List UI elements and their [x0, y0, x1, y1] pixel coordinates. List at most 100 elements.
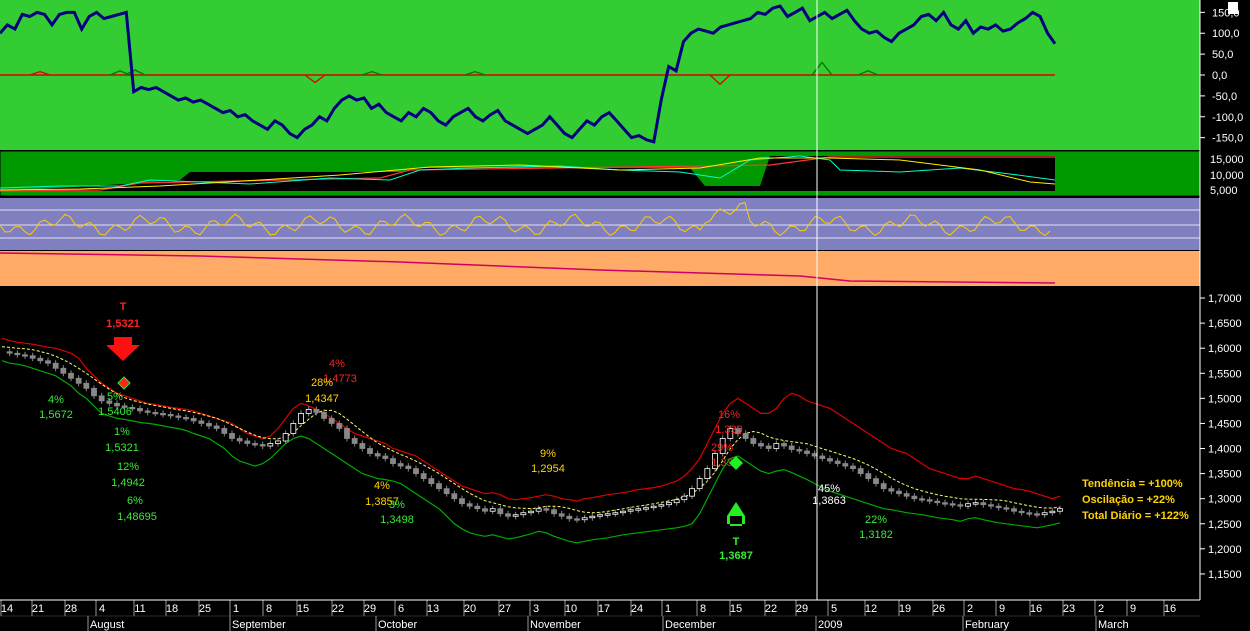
candle-body	[512, 514, 519, 517]
candle-body	[98, 395, 105, 402]
candle-body	[796, 449, 803, 452]
price-annotation: T	[733, 536, 740, 548]
candle-body	[673, 499, 680, 504]
price-y-tick: 1,5000	[1208, 393, 1242, 405]
price-annotation: 3%	[389, 499, 405, 511]
candle-body	[911, 495, 918, 500]
candle-body	[604, 513, 611, 516]
price-annotation: 1,4347	[305, 393, 339, 405]
x-day-tick: 1	[233, 603, 239, 615]
candle-body	[482, 508, 488, 512]
candle-body	[689, 488, 695, 497]
price-annotation: 1,4942	[111, 477, 145, 489]
candle-body	[367, 448, 373, 454]
candle-body	[995, 505, 1002, 509]
candle-body	[857, 468, 864, 474]
price-annotation: 12%	[117, 461, 139, 473]
candle-body	[957, 504, 964, 507]
x-day-tick: 24	[631, 603, 643, 615]
scroll-box	[1228, 2, 1238, 14]
price-annotation: 1,3498	[380, 514, 414, 526]
price-y-tick: 1,4500	[1208, 418, 1242, 430]
x-day-tick: 2	[1098, 603, 1104, 615]
price-annotation: 1,5672	[39, 409, 73, 421]
candle-body	[880, 483, 887, 490]
candle-body	[643, 507, 649, 510]
x-day-tick: 28	[65, 603, 77, 615]
candlesticks	[6, 348, 1063, 523]
price-annotation: 9%	[540, 448, 556, 460]
price-y-tick: 1,2500	[1208, 519, 1242, 531]
candle-body	[420, 473, 427, 480]
x-day-tick: 22	[332, 603, 344, 615]
candle-body	[68, 372, 74, 379]
candle-body	[704, 468, 711, 480]
sppm-spike	[709, 74, 731, 86]
x-day-tick: 27	[499, 603, 511, 615]
candle-body	[198, 420, 205, 424]
candle-body	[712, 453, 718, 469]
candle-body	[758, 443, 764, 447]
sppm-spike	[464, 70, 486, 76]
price-annotation: 1,48695	[117, 511, 157, 523]
candle-body	[873, 478, 879, 485]
candle-body	[850, 465, 856, 469]
candle-body	[152, 411, 159, 415]
candle-body	[60, 367, 67, 374]
x-month-label: February	[965, 619, 1010, 631]
candle-body	[1011, 508, 1017, 512]
candle-body	[681, 495, 688, 501]
candle-body	[91, 387, 97, 397]
price-annotation: 1,5321	[105, 442, 139, 454]
candle-body	[727, 428, 734, 439]
candle-body	[474, 505, 481, 510]
candle-body	[543, 508, 550, 511]
candle-body	[765, 445, 772, 449]
candle-body	[175, 415, 182, 418]
buy-arrow-icon	[727, 502, 745, 526]
candle-body	[183, 417, 189, 420]
candle-body	[106, 400, 113, 404]
upper-band-line	[1, 337, 1061, 502]
sppm-spike	[304, 74, 326, 84]
price-y-tick: 1,5500	[1208, 368, 1242, 380]
candle-body	[351, 438, 358, 444]
candle-body	[390, 458, 396, 464]
sell-arrow-icon	[106, 337, 140, 361]
candle-body	[942, 502, 948, 505]
candle-body	[244, 440, 251, 444]
price-y-tick: 1,6500	[1208, 318, 1242, 330]
candle-body	[344, 428, 350, 439]
candle-body	[750, 438, 757, 444]
x-day-tick: 4	[99, 603, 105, 615]
oscillation-info: Oscilação = +22%	[1082, 494, 1175, 506]
candle-body	[313, 408, 320, 413]
x-day-tick: 16	[1030, 603, 1042, 615]
candle-body	[236, 438, 243, 442]
candle-body	[45, 360, 51, 364]
x-day-tick: 20	[464, 603, 476, 615]
x-day-tick: 15	[730, 603, 742, 615]
candle-body	[535, 508, 542, 512]
masteroid-line	[0, 4, 1057, 144]
candle-body	[1041, 512, 1048, 516]
x-day-tick: 16	[1164, 603, 1176, 615]
x-day-tick: 14	[1, 603, 13, 615]
x-month-label: August	[90, 619, 124, 631]
x-day-tick: 25	[199, 603, 211, 615]
x-month-label: September	[232, 619, 286, 631]
candle-body	[1026, 512, 1033, 515]
candle-body	[528, 510, 534, 514]
candle-body	[282, 433, 289, 442]
candle-body	[436, 483, 442, 490]
candle-body	[359, 443, 366, 449]
price-y-tick: 1,6000	[1208, 343, 1242, 355]
x-day-tick: 8	[700, 603, 706, 615]
candle-body	[397, 463, 404, 467]
candle-body	[1018, 510, 1025, 514]
candle-body	[566, 515, 573, 520]
candle-body	[696, 478, 703, 490]
candle-body	[443, 488, 450, 495]
candle-body	[827, 458, 833, 462]
